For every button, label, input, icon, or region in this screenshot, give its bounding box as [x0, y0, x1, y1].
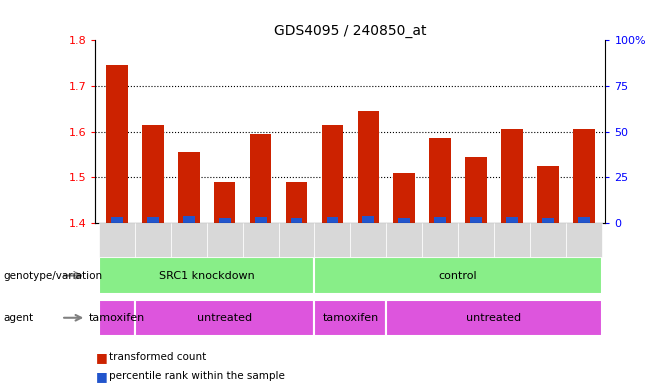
Bar — [357, 111, 379, 223]
Text: transformed count: transformed count — [109, 352, 206, 362]
Bar — [393, 172, 415, 223]
Bar — [501, 129, 522, 223]
Bar — [250, 134, 271, 223]
Bar — [506, 217, 518, 223]
Text: control: control — [439, 270, 478, 281]
Bar — [573, 129, 595, 223]
Bar — [178, 152, 199, 223]
Bar — [183, 216, 195, 223]
Text: untreated: untreated — [467, 313, 522, 323]
Text: genotype/variation: genotype/variation — [3, 270, 103, 281]
Bar — [430, 138, 451, 223]
Bar — [142, 125, 164, 223]
Text: percentile rank within the sample: percentile rank within the sample — [109, 371, 284, 381]
Bar — [398, 218, 410, 223]
Bar — [363, 216, 374, 223]
Bar — [326, 217, 338, 223]
Bar — [147, 217, 159, 223]
Title: GDS4095 / 240850_at: GDS4095 / 240850_at — [274, 24, 426, 38]
Bar — [218, 218, 230, 223]
Bar — [255, 217, 266, 223]
Bar — [291, 218, 303, 223]
Bar — [111, 217, 123, 223]
Text: ■: ■ — [95, 351, 107, 364]
Bar — [465, 157, 487, 223]
Bar — [286, 182, 307, 223]
Bar — [434, 217, 446, 223]
Text: tamoxifen: tamoxifen — [89, 313, 145, 323]
Bar — [537, 166, 559, 223]
Text: ■: ■ — [95, 370, 107, 383]
Text: agent: agent — [3, 313, 34, 323]
Bar — [470, 217, 482, 223]
Bar — [322, 125, 343, 223]
Bar — [578, 217, 590, 223]
Bar — [542, 218, 554, 223]
Text: untreated: untreated — [197, 313, 252, 323]
Bar — [106, 65, 128, 223]
Bar — [214, 182, 236, 223]
Text: SRC1 knockdown: SRC1 knockdown — [159, 270, 255, 281]
Text: tamoxifen: tamoxifen — [322, 313, 378, 323]
